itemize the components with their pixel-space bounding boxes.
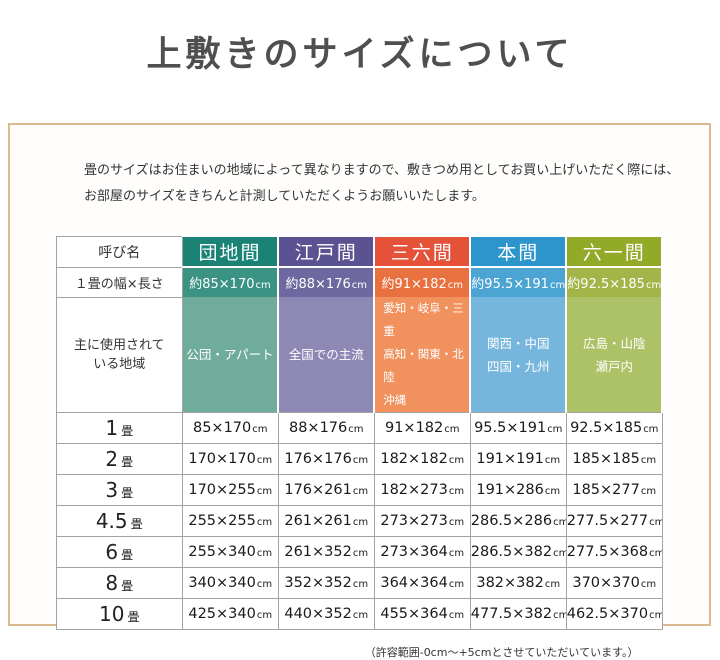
size-cell: 364×364cm <box>373 567 471 599</box>
size-cell: 91×182cm <box>373 412 471 444</box>
size-cell: 261×352cm <box>277 536 375 568</box>
content-box: 畳のサイズはお住まいの地域によって異なりますので、敷きつめ用としてお買い上げいた… <box>8 123 711 659</box>
size-cell: 92.5×185cm <box>565 412 663 444</box>
table-row: 10 畳 425×340cm 440×352cm 455×364cm 477.5×… <box>55 598 663 630</box>
column-header-sabuma: 三六間 <box>373 235 472 268</box>
size-cell: 440×352cm <box>277 598 375 630</box>
page-title: 上敷きのサイズについて <box>146 34 574 75</box>
region-cell: 広島・山陰 瀬戸内 <box>565 297 664 413</box>
size-cell: 185×277cm <box>565 474 663 506</box>
size-cell: 176×261cm <box>277 474 375 506</box>
size-cell: 382×382cm <box>469 567 567 599</box>
column-header-danchima: 団地間 <box>181 235 280 268</box>
size-cell: 370×370cm <box>565 567 663 599</box>
size-cell: 170×170cm <box>181 443 279 475</box>
intro-line-2: お部屋のサイズをきちんと計測していただくようお願いいたします。 <box>84 189 485 204</box>
row-label: 4.5 畳 <box>55 505 183 537</box>
size-cell: 455×364cm <box>373 598 471 630</box>
column-header-honma: 本間 <box>469 235 568 268</box>
intro-text: 畳のサイズはお住まいの地域によって異なりますので、敷きつめ用としてお買い上げいた… <box>84 158 709 210</box>
width-cell: 約88×176cm <box>277 266 376 297</box>
region-cell: 関西・中国 四国・九州 <box>469 297 568 413</box>
region-cell: 愛知・岐阜・三重 高知・関東・北陸 沖縄 <box>373 297 472 413</box>
row-label: 10 畳 <box>55 598 183 630</box>
size-cell: 286.5×286cm <box>469 505 567 537</box>
size-cell: 352×352cm <box>277 567 375 599</box>
size-cell: 277.5×277cm <box>565 505 663 537</box>
size-cell: 255×340cm <box>181 536 279 568</box>
width-cell: 約91×182cm <box>373 266 472 297</box>
tatami-size-table: 呼び名 団地間 江戸間 三六間 本間 六一間 １畳の幅×長さ 約85×170cm… <box>55 235 664 630</box>
size-cell: 340×340cm <box>181 567 279 599</box>
width-cell: 約95.5×191cm <box>469 266 568 297</box>
table-row: 4.5 畳 255×255cm 261×261cm 273×273cm 286.5… <box>55 505 663 537</box>
size-cell: 462.5×370cm <box>565 598 663 630</box>
intro-line-1: 畳のサイズはお住まいの地域によって異なりますので、敷きつめ用としてお買い上げいた… <box>84 163 680 178</box>
size-cell: 88×176cm <box>277 412 375 444</box>
region-cell: 公団・アパート <box>181 297 280 413</box>
region-cell: 全国での主流 <box>277 297 376 413</box>
region-row-label: 主に使用されて いる地域 <box>55 296 183 413</box>
width-cell: 約92.5×185cm <box>565 266 664 297</box>
size-cell: 286.5×382cm <box>469 536 567 568</box>
column-header-edoma: 江戸間 <box>277 235 376 268</box>
width-row-label: １畳の幅×長さ <box>55 266 183 298</box>
column-header-rokuichima: 六一間 <box>565 235 664 268</box>
width-cell: 約85×170cm <box>181 266 280 297</box>
size-cell: 182×182cm <box>373 443 471 475</box>
size-cell: 255×255cm <box>181 505 279 537</box>
size-cell: 261×261cm <box>277 505 375 537</box>
size-cell: 185×185cm <box>565 443 663 475</box>
table-header-row: 呼び名 団地間 江戸間 三六間 本間 六一間 <box>55 235 664 268</box>
size-cell: 425×340cm <box>181 598 279 630</box>
tolerance-note: （許容範囲-0cm～+5cmとさせていただいています。） <box>364 646 639 659</box>
size-cell: 170×255cm <box>181 474 279 506</box>
region-row: 主に使用されて いる地域 公団・アパート 全国での主流 愛知・岐阜・三重 高知・関東… <box>55 296 664 413</box>
size-cell: 477.5×382cm <box>469 598 567 630</box>
size-cell: 85×170cm <box>181 412 279 444</box>
size-cell: 182×273cm <box>373 474 471 506</box>
size-cell: 273×364cm <box>373 536 471 568</box>
header-name-label: 呼び名 <box>55 235 183 268</box>
size-cell: 95.5×191cm <box>469 412 567 444</box>
size-cell: 191×286cm <box>469 474 567 506</box>
size-cell: 191×191cm <box>469 443 567 475</box>
size-cell: 277.5×368cm <box>565 536 663 568</box>
width-length-row: １畳の幅×長さ 約85×170cm 約88×176cm 約91×182cm 約9… <box>55 266 664 298</box>
size-cell: 176×176cm <box>277 443 375 475</box>
size-cell: 273×273cm <box>373 505 471 537</box>
